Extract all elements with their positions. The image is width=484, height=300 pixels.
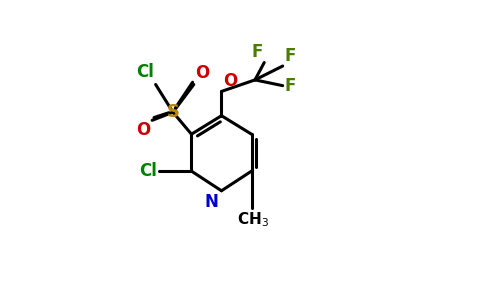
- Text: F: F: [285, 47, 296, 65]
- Text: F: F: [285, 77, 296, 95]
- Text: O: O: [223, 72, 237, 90]
- Text: CH$_3$: CH$_3$: [237, 210, 269, 229]
- Text: F: F: [252, 43, 263, 61]
- Text: Cl: Cl: [139, 162, 157, 180]
- Text: O: O: [136, 122, 151, 140]
- Text: S: S: [166, 103, 180, 121]
- Text: N: N: [204, 193, 218, 211]
- Text: O: O: [195, 64, 209, 82]
- Text: Cl: Cl: [136, 63, 154, 81]
